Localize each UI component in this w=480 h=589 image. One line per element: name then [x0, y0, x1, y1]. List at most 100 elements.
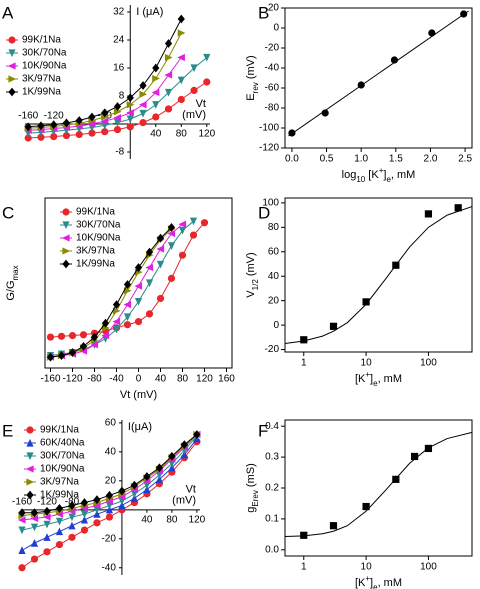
legend-marker	[62, 247, 71, 255]
y-tick-label: -20	[265, 43, 280, 54]
marker	[101, 113, 109, 121]
marker	[134, 297, 143, 306]
label-part: I (μA)	[136, 6, 163, 18]
marker	[156, 233, 165, 243]
marker	[105, 513, 114, 521]
marker	[30, 523, 39, 532]
marker	[321, 109, 329, 117]
y-tick-label: 0.1	[265, 514, 279, 525]
fit-line	[284, 206, 473, 344]
marker	[55, 527, 64, 536]
x-axis-label: [K+]e, mM	[355, 574, 402, 589]
y-tick-label: 24	[113, 35, 125, 46]
marker	[178, 226, 187, 235]
marker	[79, 331, 88, 339]
legend-marker	[26, 438, 34, 447]
x-axis-label: Vt	[186, 484, 196, 496]
marker	[178, 220, 187, 228]
legend-label: 1K/99Na	[40, 490, 79, 501]
label-part: +	[365, 370, 370, 379]
marker	[156, 245, 165, 253]
y-axis-label: G/Gmax	[5, 265, 20, 300]
marker	[152, 101, 160, 109]
marker	[105, 490, 114, 500]
marker	[68, 348, 77, 357]
x-tick-label: 1	[301, 562, 307, 573]
marker	[145, 279, 154, 288]
marker	[178, 251, 187, 259]
x-tick-label: 1	[301, 358, 307, 369]
x-tick-label: -120	[62, 374, 82, 385]
x-axis-label: (mV)	[172, 495, 196, 507]
marker	[126, 123, 134, 131]
marker	[156, 260, 165, 269]
marker	[57, 351, 66, 361]
y-tick-label: 16	[113, 63, 125, 74]
marker	[43, 506, 51, 516]
marker	[113, 102, 122, 111]
marker	[113, 114, 122, 122]
y-tick-label: 20	[268, 3, 280, 14]
marker	[93, 519, 101, 527]
legend-marker	[7, 62, 16, 70]
marker	[177, 14, 185, 24]
marker	[62, 131, 71, 140]
panel-letter: A	[2, 3, 14, 22]
marker	[203, 53, 211, 62]
x-tick-label: 100	[420, 358, 437, 369]
legend-marker	[25, 465, 34, 473]
x-tick-label: 0.0	[285, 154, 299, 165]
marker	[88, 112, 96, 122]
x-tick-label: 120	[189, 514, 206, 525]
y-tick-label: -100	[259, 123, 279, 134]
label-part: E	[245, 93, 257, 100]
legend-label: 1K/99Na	[22, 87, 61, 98]
label-part: (mV)	[245, 55, 257, 82]
y-tick-label: 60	[105, 418, 117, 429]
x-axis-label: Vt	[196, 98, 206, 110]
marker	[177, 76, 185, 85]
marker	[180, 440, 188, 450]
marker	[139, 109, 147, 118]
panel-letter: D	[258, 203, 270, 222]
marker	[126, 93, 134, 103]
marker	[55, 503, 64, 513]
marker	[134, 318, 143, 326]
y-tick-label: 0.3	[265, 452, 279, 463]
y-tick-label: 32	[113, 7, 125, 18]
y-axis-label: V1/2 (mV)	[245, 252, 260, 297]
marker	[90, 332, 99, 342]
x-axis-label: log10 [K+]e, mM	[342, 166, 416, 184]
marker	[164, 39, 173, 48]
marker	[145, 263, 154, 272]
y-tick-label: 40	[268, 271, 280, 282]
legend-marker	[8, 75, 17, 83]
y-tick-label: -20	[101, 533, 116, 544]
marker	[145, 310, 154, 318]
marker	[93, 495, 101, 505]
x-tick-label: 2.5	[458, 154, 472, 165]
label-part: , mM	[391, 169, 415, 181]
marker	[151, 88, 160, 97]
marker	[177, 29, 186, 37]
label-part: e	[386, 175, 391, 184]
marker	[152, 63, 160, 73]
panel-letter: F	[258, 421, 268, 440]
marker	[113, 119, 122, 127]
legend-marker	[8, 87, 16, 97]
marker	[18, 526, 26, 535]
legend-label: 30K/70Na	[22, 48, 67, 59]
marker	[100, 117, 109, 125]
legend-label: 30K/70Na	[76, 220, 121, 231]
x-tick-label: -120	[37, 496, 57, 507]
marker	[167, 274, 176, 282]
label-part: 1/2	[251, 279, 260, 291]
marker	[79, 341, 88, 351]
label-part: Vt (mV)	[120, 389, 157, 401]
marker	[43, 520, 51, 529]
legend-label: 3K/97Na	[40, 477, 79, 488]
y-tick-label: -40	[101, 562, 116, 573]
y-tick-label: -20	[265, 344, 280, 355]
legend-marker	[8, 36, 16, 44]
